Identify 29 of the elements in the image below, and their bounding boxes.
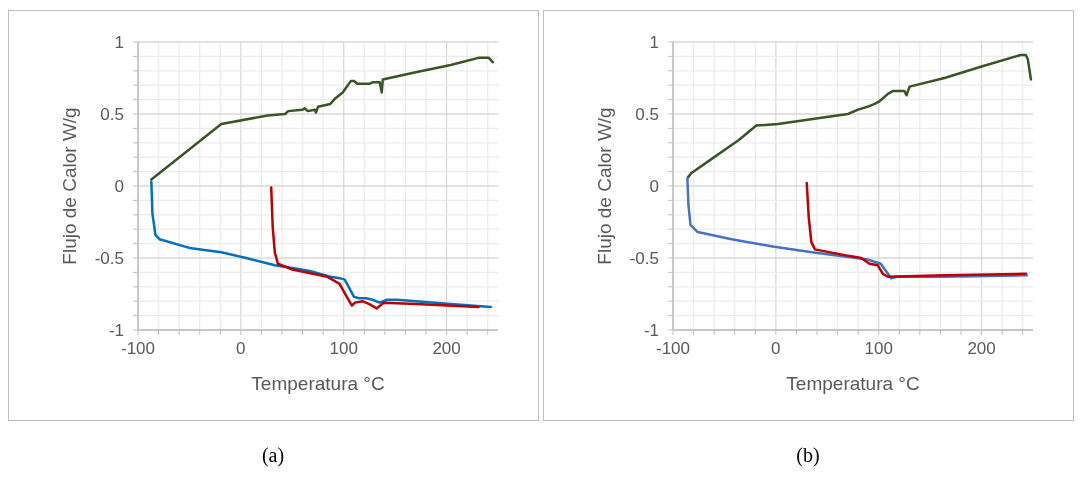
y-tick-label: -1	[643, 321, 659, 340]
x-tick-label: 0	[771, 339, 781, 358]
text: (a)	[261, 444, 285, 467]
x-tick-label: 100	[329, 339, 358, 358]
line-series	[686, 53, 1033, 179]
y-tick-label: -0.5	[94, 249, 124, 268]
y-tick-label: 1	[649, 33, 659, 52]
x-tick-label: 200	[967, 339, 996, 358]
y-tick-label: 0	[114, 177, 124, 196]
x-tick-label: 0	[236, 339, 246, 358]
x-tick-label: -100	[655, 339, 691, 358]
x-tick-label: 200	[432, 339, 461, 358]
x-tick-label: 100	[864, 339, 893, 358]
x-axis-title: Temperatura °C	[786, 373, 920, 394]
text: (b)	[796, 444, 820, 467]
y-tick-label: 0.5	[635, 105, 659, 124]
y-axis-title: Flujo de Calor W/g	[594, 107, 615, 265]
y-tick-label: 0	[649, 177, 659, 196]
x-tick-label: -100	[120, 339, 156, 358]
y-tick-label: -1	[108, 321, 124, 340]
line-series	[805, 181, 1028, 278]
y-tick-label: -0.5	[629, 249, 659, 268]
line-series	[150, 180, 493, 309]
y-tick-label: 0.5	[100, 105, 124, 124]
y-axis-title: Flujo de Calor W/g	[59, 107, 80, 265]
line-series	[269, 186, 480, 310]
line-series	[150, 56, 495, 181]
x-axis-title: Temperatura °C	[251, 373, 385, 394]
y-tick-label: 1	[114, 33, 124, 52]
